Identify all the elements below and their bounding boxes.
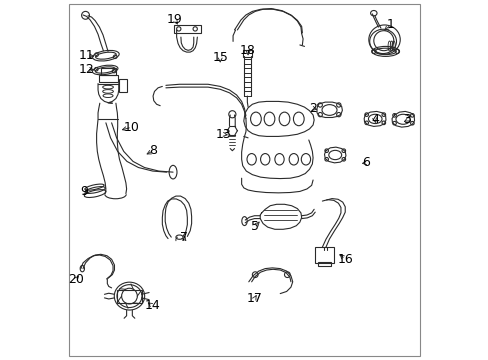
Text: 17: 17 bbox=[246, 292, 262, 305]
Bar bbox=[119, 79, 126, 93]
Text: 11: 11 bbox=[79, 49, 94, 62]
Text: 13: 13 bbox=[215, 128, 230, 141]
Bar bbox=[117, 290, 142, 302]
Text: 19: 19 bbox=[166, 13, 183, 27]
Bar bbox=[315, 247, 333, 263]
Text: 14: 14 bbox=[144, 299, 160, 312]
Text: 18: 18 bbox=[240, 44, 256, 57]
Text: 12: 12 bbox=[79, 63, 94, 76]
Bar bbox=[101, 68, 116, 75]
Bar bbox=[317, 262, 330, 266]
Text: 9: 9 bbox=[80, 185, 87, 198]
Bar bbox=[99, 75, 118, 82]
Bar bbox=[243, 50, 251, 57]
Text: 7: 7 bbox=[180, 231, 187, 244]
Text: 1: 1 bbox=[386, 18, 394, 31]
Text: 2: 2 bbox=[309, 102, 317, 115]
Text: 5: 5 bbox=[251, 220, 259, 233]
Text: 4: 4 bbox=[370, 113, 378, 126]
Bar bbox=[173, 25, 200, 33]
Text: 8: 8 bbox=[149, 144, 157, 157]
Text: 10: 10 bbox=[124, 121, 140, 134]
Text: 16: 16 bbox=[337, 253, 352, 266]
Text: 20: 20 bbox=[68, 273, 83, 286]
Text: 3: 3 bbox=[402, 113, 410, 126]
Text: 15: 15 bbox=[212, 51, 228, 64]
Text: 6: 6 bbox=[361, 156, 369, 169]
